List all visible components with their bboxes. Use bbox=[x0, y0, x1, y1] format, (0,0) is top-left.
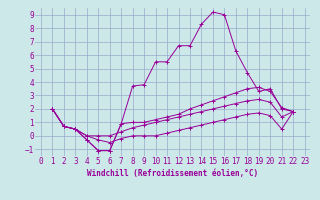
X-axis label: Windchill (Refroidissement éolien,°C): Windchill (Refroidissement éolien,°C) bbox=[87, 169, 258, 178]
